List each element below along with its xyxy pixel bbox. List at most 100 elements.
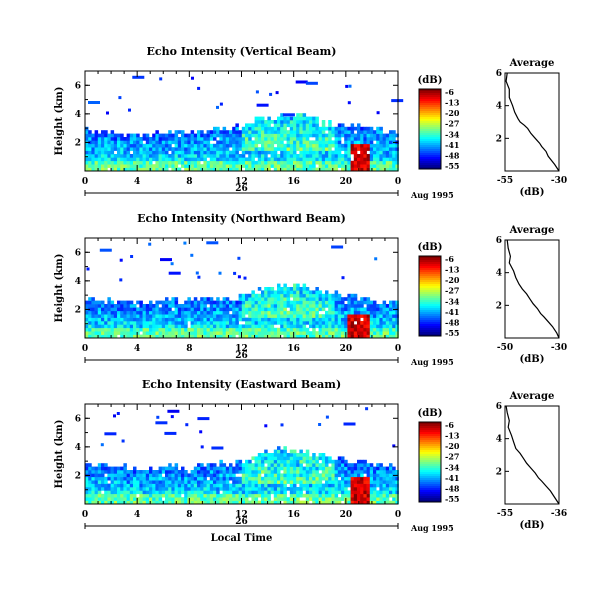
colorbar-tick-label: -41	[445, 307, 459, 317]
colorbar-step	[419, 133, 441, 136]
y-tick-label: 2	[75, 305, 81, 315]
profile-y-tick-label: 4	[496, 435, 502, 445]
colorbar-step	[419, 490, 441, 493]
colorbar-frame	[418, 255, 442, 337]
profile-x-tick-label: -30	[551, 176, 567, 186]
heatmap-cells	[85, 113, 399, 172]
colorbar-step	[419, 286, 441, 289]
x-tick-label: 0	[82, 177, 88, 187]
colorbar-step	[419, 288, 441, 291]
colorbar-step	[419, 468, 441, 471]
y-tick-label: 4	[75, 277, 81, 287]
panel-title: Echo Intensity (Eastward Beam)	[142, 378, 341, 391]
colorbar-step	[419, 258, 441, 261]
x-axis-label: Local Time	[211, 533, 273, 544]
colorbar-tick-label: -48	[445, 317, 460, 327]
colorbar-step	[419, 165, 441, 168]
panel-title: Echo Intensity (Vertical Beam)	[146, 45, 336, 58]
colorbar-step	[419, 472, 441, 475]
profile-y-tick-label: 4	[496, 269, 502, 279]
colorbar-tick-label: -13	[445, 265, 460, 275]
y-axis-label: Height (km)	[54, 420, 65, 489]
colorbar-step	[419, 143, 441, 146]
colorbar-step	[419, 294, 441, 297]
colorbar-step	[419, 292, 441, 295]
colorbar-step	[419, 430, 441, 433]
profile-y-tick-label: 4	[496, 102, 502, 112]
colorbar-tick-label: -27	[445, 119, 459, 129]
colorbar-step	[419, 256, 441, 259]
colorbar-step	[419, 432, 441, 435]
colorbar-tick-label: -27	[445, 452, 459, 462]
colorbar-tick-label: -34	[445, 296, 460, 306]
colorbar-tick-label: -6	[445, 87, 454, 97]
profile-x-label: (dB)	[520, 520, 545, 531]
profile-x-label: (dB)	[520, 354, 545, 365]
sparse-echoes	[88, 75, 404, 117]
colorbar-step	[419, 496, 441, 499]
colorbar-step	[419, 484, 441, 487]
colorbar-tick-label: -13	[445, 431, 460, 441]
date-label: 26	[235, 184, 248, 194]
colorbar-step	[419, 117, 441, 120]
x-tick-label: 0	[395, 510, 401, 520]
colorbar-step	[419, 446, 441, 449]
colorbar-step	[419, 264, 441, 267]
colorbar-step	[419, 318, 441, 321]
colorbar-step	[419, 464, 441, 467]
colorbar-tick-label: -27	[445, 286, 459, 296]
panel-1: Echo Intensity (Vertical Beam) 2 4 6 Height …	[54, 45, 567, 200]
profile-line	[505, 72, 560, 172]
colorbar-step	[419, 284, 441, 287]
colorbar-step	[419, 97, 441, 100]
sparse-echoes	[100, 407, 396, 450]
colorbar-step	[419, 131, 441, 134]
colorbar-step	[419, 478, 441, 481]
colorbar-step	[419, 149, 441, 152]
colorbar-step	[419, 454, 441, 457]
panel-title: Echo Intensity (Northward Beam)	[137, 212, 346, 225]
colorbar-step	[419, 314, 441, 317]
profile-frame	[504, 405, 560, 505]
y-axis-label: Height (km)	[54, 87, 65, 156]
x-tick-label: 12	[235, 344, 248, 354]
colorbar-step	[419, 270, 441, 273]
x-tick-label: 8	[186, 344, 192, 354]
date-label: 26	[235, 351, 248, 361]
profile-x-tick-label: -50	[497, 343, 513, 353]
colorbar-step	[419, 316, 441, 319]
colorbar-step	[419, 103, 441, 106]
colorbar-step	[419, 486, 441, 489]
colorbar-step	[419, 137, 441, 140]
colorbar-step	[419, 101, 441, 104]
colorbar-step	[419, 320, 441, 323]
y-tick-label: 2	[75, 138, 81, 148]
colorbar-step	[419, 129, 441, 132]
y-tick-label: 6	[75, 248, 81, 258]
colorbar-step	[419, 298, 441, 301]
colorbar-step	[419, 260, 441, 263]
profile-y-tick-label: 2	[496, 134, 502, 144]
colorbar-tick-label: -55	[445, 494, 459, 504]
colorbar-step	[419, 326, 441, 329]
y-tick-label: 6	[75, 414, 81, 424]
colorbar-tick-label: -41	[445, 140, 459, 150]
colorbar-step	[419, 145, 441, 148]
x-tick-label: 4	[134, 510, 140, 520]
colorbar-step	[419, 296, 441, 299]
y-tick-label: 4	[75, 110, 81, 120]
x-tick-label: 20	[340, 344, 353, 354]
colorbar-step	[419, 434, 441, 437]
colorbar-step	[419, 274, 441, 277]
colorbar-step	[419, 304, 441, 307]
colorbar-step	[419, 324, 441, 327]
colorbar-step	[419, 462, 441, 465]
colorbar-tick-label: -48	[445, 150, 460, 160]
colorbar-step	[419, 109, 441, 112]
sparse-echoes	[86, 241, 378, 282]
colorbar-tick-label: -48	[445, 483, 460, 493]
colorbar-step	[419, 450, 441, 453]
colorbar-step	[419, 308, 441, 311]
